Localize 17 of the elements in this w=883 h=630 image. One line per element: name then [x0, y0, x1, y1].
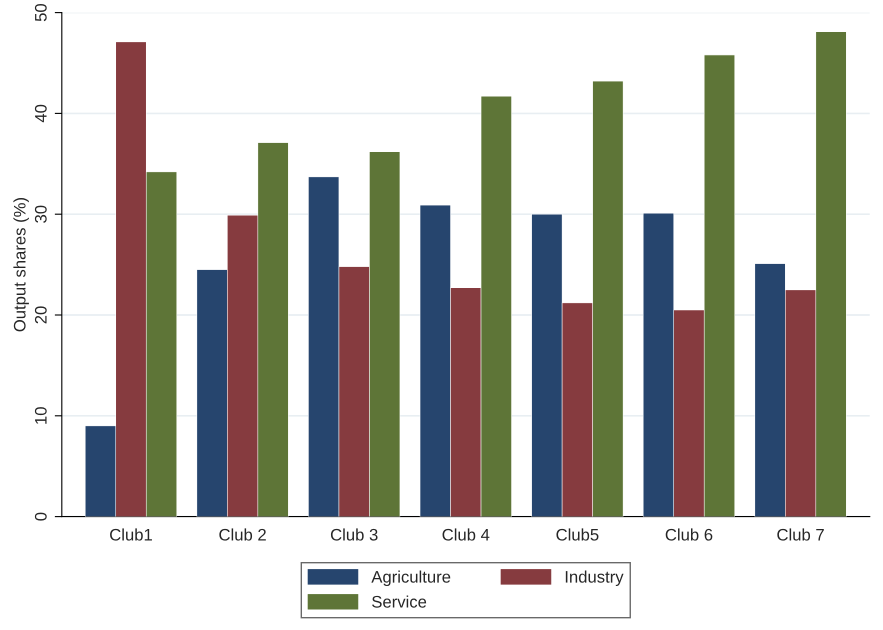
y-tick-label: 10: [34, 407, 47, 424]
y-tick-label: 0: [34, 512, 47, 521]
y-tick-label: 20: [34, 306, 47, 324]
legend-label: Agriculture: [371, 570, 450, 586]
y-axis-title: Output shares (%): [13, 198, 29, 332]
x-tick-label: Club5: [556, 528, 598, 541]
x-tick-label: Club 2: [219, 528, 266, 541]
x-tick-label: Club 6: [666, 528, 712, 541]
y-tick-label: 40: [34, 104, 47, 122]
x-tick-label: Club 3: [330, 528, 378, 541]
legend-label: Industry: [566, 570, 624, 586]
x-tick-label: Club 4: [442, 528, 490, 541]
y-tick-label: 50: [34, 4, 47, 22]
x-tick-label: Club1: [110, 528, 152, 541]
legend-label: Service: [372, 595, 426, 608]
y-tick-label: 30: [34, 206, 47, 223]
x-tick-label: Club 7: [777, 528, 824, 541]
